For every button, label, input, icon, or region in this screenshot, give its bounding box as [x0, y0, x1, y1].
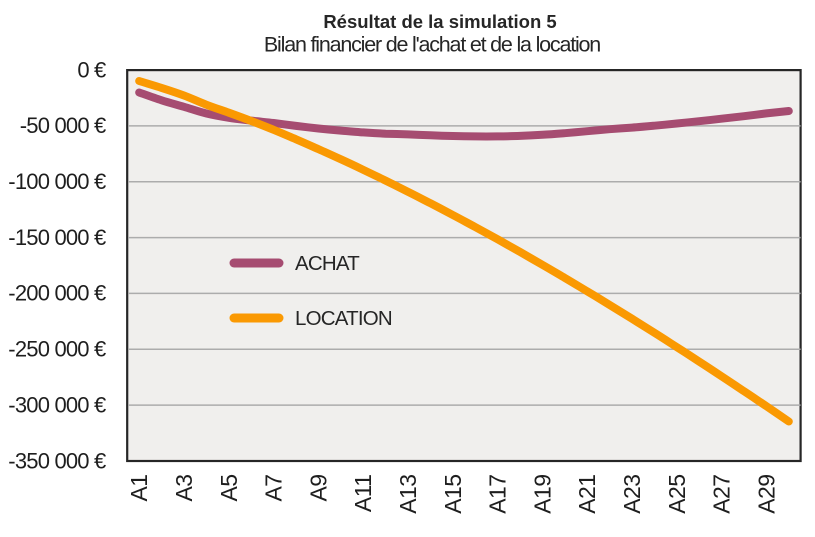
svg-text:Bilan financier de l'achat et: Bilan financier de l'achat et de la loca… [264, 33, 600, 57]
svg-text:A27: A27 [709, 475, 735, 514]
svg-text:0 €: 0 € [77, 57, 106, 82]
svg-text:Résultat de la simulation 5: Résultat de la simulation 5 [323, 11, 556, 32]
svg-text:-150 000 €: -150 000 € [8, 225, 106, 250]
svg-text:A13: A13 [395, 475, 421, 514]
svg-text:A29: A29 [753, 475, 779, 514]
svg-text:-200 000 €: -200 000 € [8, 281, 106, 306]
svg-text:A15: A15 [440, 475, 466, 514]
svg-text:A9: A9 [305, 475, 331, 502]
svg-text:A21: A21 [574, 475, 600, 514]
svg-text:-50 000 €: -50 000 € [20, 113, 106, 138]
svg-text:A1: A1 [126, 475, 152, 502]
svg-text:ACHAT: ACHAT [295, 252, 360, 275]
svg-text:-350 000 €: -350 000 € [8, 448, 106, 473]
svg-text:-100 000 €: -100 000 € [8, 169, 106, 194]
svg-text:A5: A5 [216, 475, 242, 502]
svg-text:A25: A25 [664, 475, 690, 514]
svg-text:-250 000 €: -250 000 € [8, 337, 106, 362]
svg-text:A11: A11 [350, 475, 376, 513]
svg-text:A7: A7 [261, 475, 287, 502]
svg-text:LOCATION: LOCATION [295, 307, 392, 330]
svg-text:A3: A3 [171, 475, 197, 502]
svg-text:A23: A23 [619, 475, 645, 514]
svg-text:A19: A19 [529, 475, 555, 514]
svg-text:-300 000 €: -300 000 € [8, 392, 106, 417]
svg-text:A17: A17 [485, 474, 511, 513]
